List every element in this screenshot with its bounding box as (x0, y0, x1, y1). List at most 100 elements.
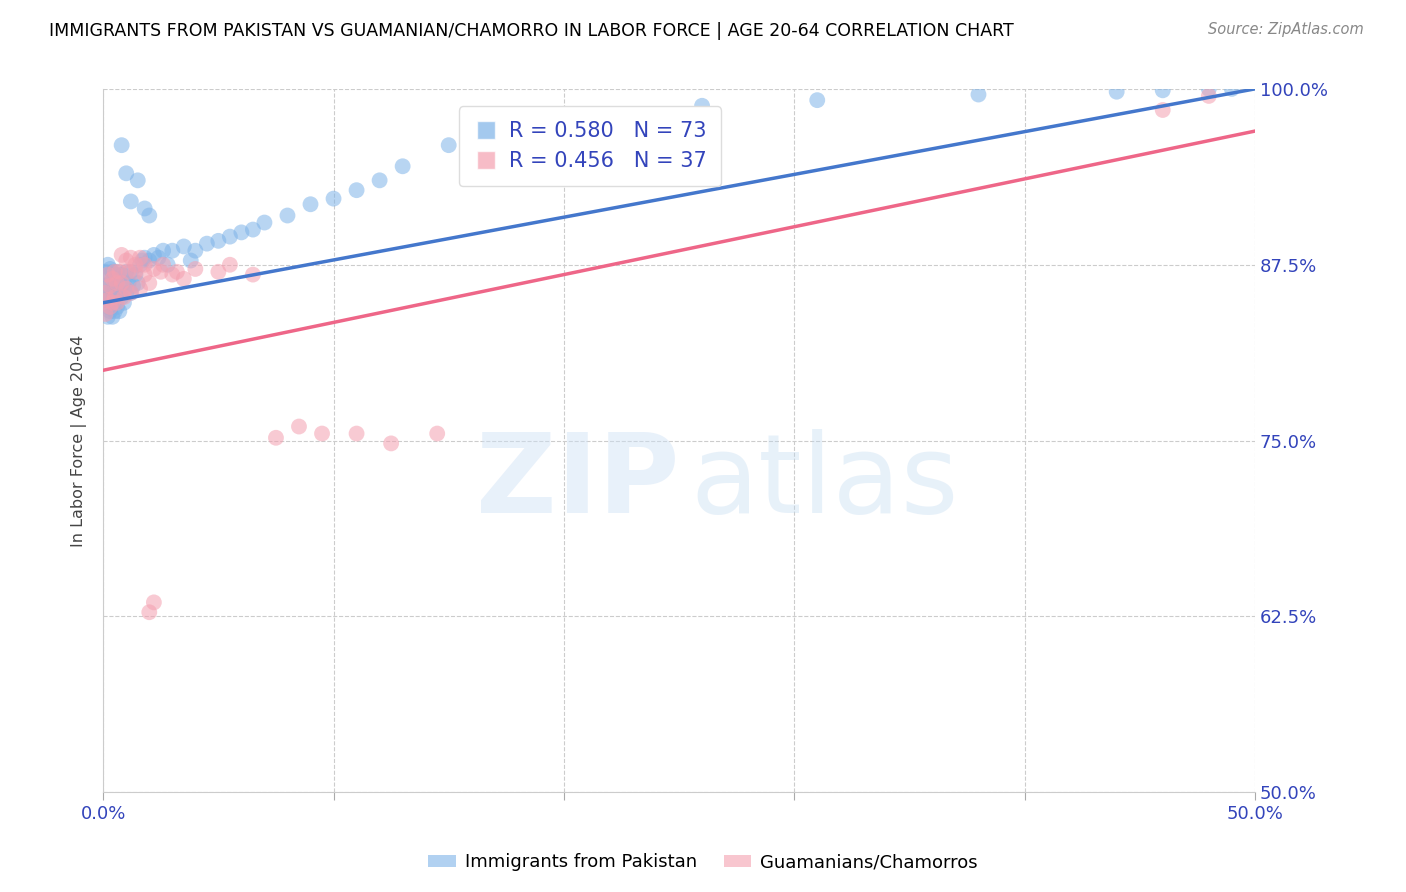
Point (129, 258, 152, 272)
Point (105, 295, 128, 310)
Point (112, 276, 135, 290)
Point (967, 87, 990, 102)
Point (184, 262, 207, 277)
Point (195, 236, 218, 251)
Point (242, 222, 264, 236)
Point (173, 239, 195, 253)
Point (368, 173, 391, 187)
Point (437, 138, 460, 153)
Point (142, 248, 165, 262)
Point (101, 310, 124, 324)
Point (111, 248, 134, 262)
Point (97, 285, 120, 300)
Point (108, 265, 131, 279)
Point (162, 244, 184, 258)
Point (391, 159, 413, 173)
Point (1105, 85, 1128, 99)
Point (380, 436, 402, 450)
Y-axis label: In Labor Force | Age 20-64: In Labor Force | Age 20-64 (72, 334, 87, 547)
Point (112, 290, 135, 304)
Point (120, 285, 142, 300)
Point (94, 265, 117, 279)
Point (94, 293, 117, 307)
Point (94, 285, 117, 300)
Point (180, 253, 202, 268)
Point (111, 276, 134, 290)
Point (806, 93, 828, 107)
Point (97, 300, 120, 314)
Point (124, 265, 146, 279)
Point (120, 251, 142, 265)
Text: atlas: atlas (690, 429, 959, 536)
Point (97, 272, 120, 286)
Point (94, 278, 117, 293)
Point (138, 253, 160, 268)
Point (311, 426, 333, 441)
Point (111, 290, 134, 304)
Point (97, 258, 120, 272)
Point (101, 282, 124, 296)
Point (115, 265, 138, 279)
Point (346, 426, 368, 441)
Point (105, 300, 128, 314)
Point (101, 272, 124, 286)
Point (97, 310, 120, 324)
Legend: Immigrants from Pakistan, Guamanians/Chamorros: Immigrants from Pakistan, Guamanians/Cha… (422, 847, 984, 879)
Point (599, 107, 621, 121)
Point (148, 251, 170, 265)
Point (104, 304, 127, 318)
Point (101, 265, 124, 279)
Point (134, 258, 156, 272)
Point (138, 605, 160, 619)
Point (162, 268, 184, 282)
Point (117, 265, 139, 279)
Point (98, 300, 121, 314)
Point (108, 285, 131, 300)
Point (105, 276, 128, 290)
Point (264, 431, 287, 445)
Point (124, 268, 146, 282)
Point (1152, 103, 1174, 117)
Point (184, 244, 207, 258)
Point (207, 265, 229, 279)
Point (115, 285, 138, 300)
Point (104, 265, 127, 279)
Point (219, 258, 242, 272)
Point (104, 290, 127, 304)
Point (299, 197, 322, 211)
Point (108, 304, 131, 318)
Point (142, 595, 165, 609)
Point (127, 173, 149, 187)
Point (97, 293, 120, 307)
Text: Source: ZipAtlas.com: Source: ZipAtlas.com (1208, 22, 1364, 37)
Point (173, 272, 195, 286)
Point (1152, 83, 1174, 97)
Point (138, 276, 160, 290)
Point (120, 265, 142, 279)
Text: ZIP: ZIP (475, 429, 679, 536)
Point (426, 426, 449, 441)
Point (231, 226, 253, 240)
Point (1220, 82, 1243, 96)
Point (111, 268, 134, 282)
Point (530, 117, 553, 131)
Point (156, 258, 179, 272)
Point (276, 209, 298, 223)
Point (94, 307, 117, 321)
Point (111, 138, 134, 153)
Point (207, 234, 229, 248)
Legend: R = 0.580   N = 73, R = 0.456   N = 37: R = 0.580 N = 73, R = 0.456 N = 37 (460, 106, 721, 186)
Point (152, 258, 174, 272)
Point (98, 262, 121, 277)
Point (690, 99, 713, 113)
Point (108, 272, 131, 286)
Point (288, 419, 311, 434)
Point (1198, 89, 1220, 103)
Point (138, 209, 160, 223)
Point (484, 127, 506, 141)
Point (1198, 82, 1220, 96)
Point (122, 278, 145, 293)
Point (124, 258, 146, 272)
Text: IMMIGRANTS FROM PAKISTAN VS GUAMANIAN/CHAMORRO IN LABOR FORCE | AGE 20-64 CORREL: IMMIGRANTS FROM PAKISTAN VS GUAMANIAN/CH… (49, 22, 1014, 40)
Point (104, 268, 127, 282)
